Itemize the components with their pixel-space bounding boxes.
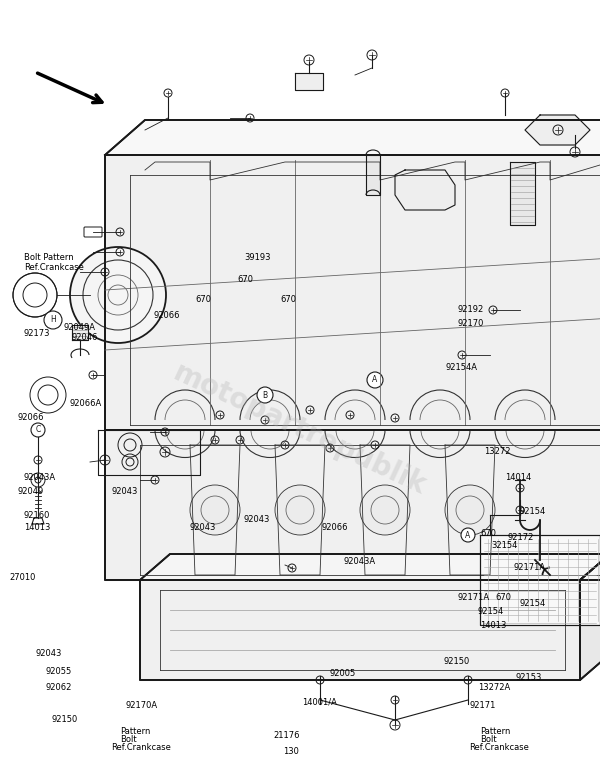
Text: 92170: 92170 xyxy=(457,319,484,328)
Polygon shape xyxy=(140,554,600,580)
Text: Bolt: Bolt xyxy=(480,735,497,745)
Circle shape xyxy=(257,387,273,403)
Text: 92154: 92154 xyxy=(478,608,504,616)
Polygon shape xyxy=(72,325,88,340)
Text: 14014: 14014 xyxy=(505,474,531,483)
Text: 670: 670 xyxy=(280,294,296,304)
Circle shape xyxy=(31,423,45,437)
Polygon shape xyxy=(480,535,600,625)
Text: 92066: 92066 xyxy=(153,312,179,321)
Text: 92150: 92150 xyxy=(444,656,470,666)
Text: 92049A: 92049A xyxy=(64,322,96,332)
Text: 92043: 92043 xyxy=(244,515,271,525)
Text: C: C xyxy=(35,425,41,435)
Text: A: A xyxy=(466,531,470,539)
Text: 92171: 92171 xyxy=(469,701,496,711)
Text: 92066: 92066 xyxy=(18,414,44,422)
Text: 130: 130 xyxy=(283,746,299,756)
Polygon shape xyxy=(105,430,600,580)
Text: 92160: 92160 xyxy=(24,512,50,521)
Text: 670: 670 xyxy=(495,594,511,602)
Text: A: A xyxy=(373,376,377,384)
Text: 92066: 92066 xyxy=(322,523,349,532)
Text: 14013: 14013 xyxy=(24,523,50,532)
Text: 92154A: 92154A xyxy=(445,363,477,373)
Circle shape xyxy=(367,372,383,388)
Polygon shape xyxy=(140,580,580,680)
Text: B: B xyxy=(262,391,268,399)
Text: 670: 670 xyxy=(480,529,496,538)
Text: H: H xyxy=(50,315,56,325)
Text: 92043A: 92043A xyxy=(24,474,56,483)
Text: Ref.Crankcase: Ref.Crankcase xyxy=(111,743,171,753)
Circle shape xyxy=(190,485,240,535)
Text: 670: 670 xyxy=(237,274,253,284)
Text: 92043: 92043 xyxy=(112,487,139,495)
Text: 39193: 39193 xyxy=(244,253,271,263)
Polygon shape xyxy=(525,115,590,145)
Polygon shape xyxy=(366,155,380,195)
Circle shape xyxy=(461,528,475,542)
Text: Pattern: Pattern xyxy=(120,726,151,735)
Text: motopartrepublik: motopartrepublik xyxy=(169,359,431,501)
Text: 27010: 27010 xyxy=(9,574,35,583)
Text: 92055: 92055 xyxy=(45,667,71,677)
Text: Pattern: Pattern xyxy=(480,726,511,735)
Polygon shape xyxy=(580,554,600,680)
Text: 92170A: 92170A xyxy=(126,701,158,711)
Text: 92153: 92153 xyxy=(516,673,542,681)
Polygon shape xyxy=(510,162,535,225)
Text: 92171A: 92171A xyxy=(458,594,490,602)
Text: 92046: 92046 xyxy=(72,333,98,343)
Text: 92049: 92049 xyxy=(18,487,44,495)
Text: 92062: 92062 xyxy=(45,684,71,693)
Polygon shape xyxy=(295,73,323,90)
Text: 13272A: 13272A xyxy=(478,684,510,693)
Text: 14001/A: 14001/A xyxy=(302,698,337,707)
Text: 13272: 13272 xyxy=(484,447,511,456)
Text: 92171A: 92171A xyxy=(513,563,545,573)
Text: 92043A: 92043A xyxy=(344,557,376,567)
Text: 92154: 92154 xyxy=(520,507,546,515)
Text: Ref.Crankcase: Ref.Crankcase xyxy=(469,743,529,753)
Circle shape xyxy=(44,311,62,329)
Text: 92173: 92173 xyxy=(24,329,50,339)
Text: Bolt Pattern: Bolt Pattern xyxy=(24,253,74,263)
Circle shape xyxy=(70,247,166,343)
Text: 670: 670 xyxy=(195,294,211,304)
Polygon shape xyxy=(105,120,600,155)
Circle shape xyxy=(275,485,325,535)
Text: 92172: 92172 xyxy=(507,532,533,542)
Text: 14013: 14013 xyxy=(480,622,506,631)
Polygon shape xyxy=(395,170,455,210)
Text: 92066A: 92066A xyxy=(69,398,101,408)
Text: 32154: 32154 xyxy=(491,540,517,549)
Polygon shape xyxy=(105,155,600,430)
Text: 92043: 92043 xyxy=(36,649,62,659)
Text: Ref.Crankcase: Ref.Crankcase xyxy=(24,264,84,273)
Text: 92043: 92043 xyxy=(189,523,215,532)
Text: 92192: 92192 xyxy=(457,305,483,315)
Text: 21176: 21176 xyxy=(273,732,299,740)
Text: 92150: 92150 xyxy=(51,715,77,725)
Circle shape xyxy=(445,485,495,535)
Circle shape xyxy=(360,485,410,535)
Text: Bolt: Bolt xyxy=(120,735,137,745)
Text: 92154: 92154 xyxy=(520,600,546,608)
Text: 92005: 92005 xyxy=(330,670,356,678)
